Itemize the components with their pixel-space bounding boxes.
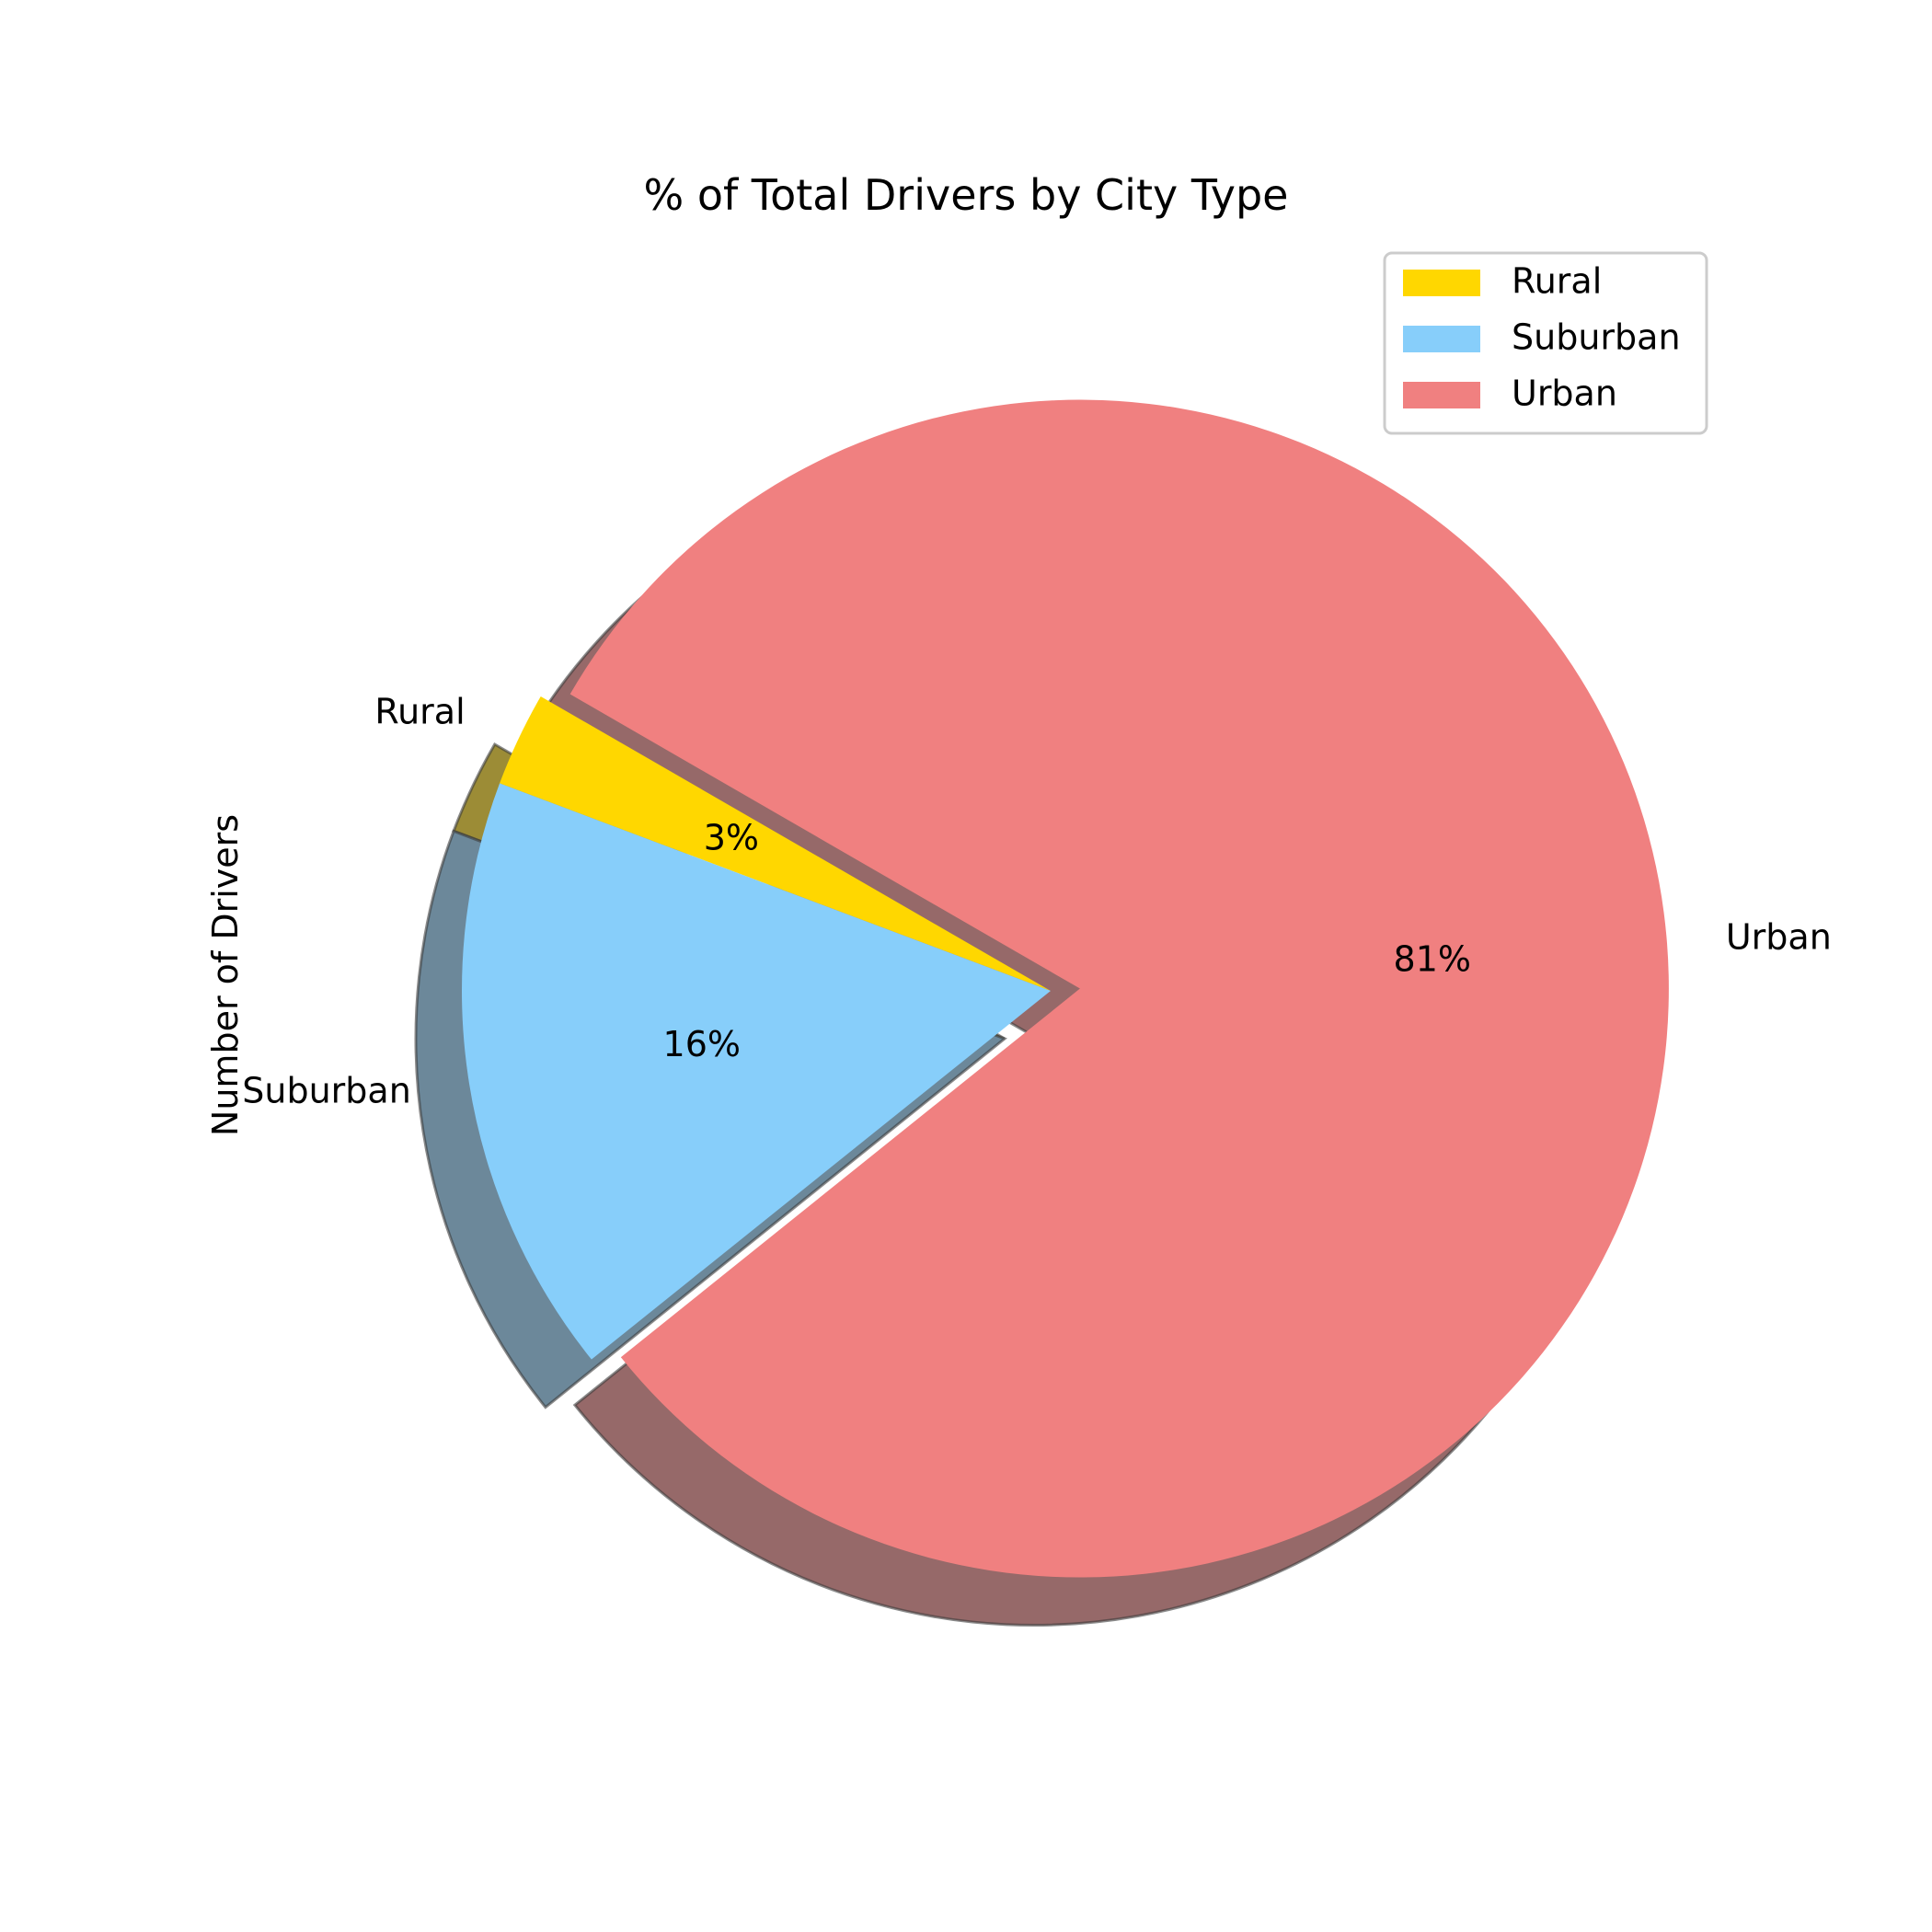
slice-label-urban: Urban: [1726, 916, 1832, 957]
pie-slice-rural: [500, 696, 1051, 991]
legend-swatch-suburban: [1403, 326, 1480, 352]
y-axis-label: Number of Drivers: [205, 814, 246, 1136]
legend-swatch-urban: [1403, 382, 1480, 408]
percent-label-suburban: 16%: [663, 1024, 741, 1064]
legend-label-suburban: Suburban: [1512, 317, 1681, 358]
legend-label-rural: Rural: [1512, 261, 1602, 302]
pie-slice-urban: [569, 399, 1669, 1578]
chart-title: % of Total Drivers by City Type: [644, 170, 1289, 220]
pie-slice-suburban: [461, 783, 1051, 1360]
slice-labels: Rural Suburban Urban: [242, 691, 1832, 1110]
pie-slices: [461, 399, 1669, 1578]
legend: Rural Suburban Urban: [1383, 251, 1708, 435]
slice-label-suburban: Suburban: [242, 1070, 411, 1110]
percent-label-rural: 3%: [704, 817, 759, 857]
legend-label-urban: Urban: [1512, 374, 1617, 414]
legend-swatch-rural: [1403, 270, 1480, 296]
percent-labels: 3% 16% 81%: [663, 817, 1471, 1064]
slice-label-rural: Rural: [374, 691, 465, 731]
percent-label-urban: 81%: [1394, 939, 1471, 980]
